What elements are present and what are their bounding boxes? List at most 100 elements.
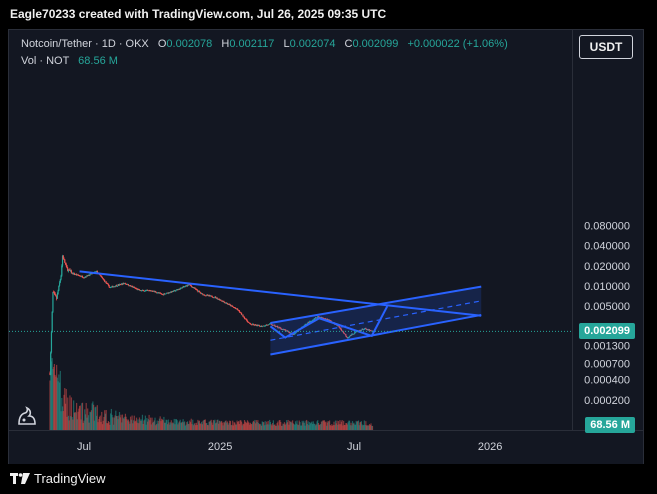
candle-body: [111, 286, 113, 288]
candle-body: [210, 295, 212, 297]
volume-bar: [329, 425, 331, 430]
volume-bar: [360, 421, 362, 430]
candle-body: [110, 287, 112, 288]
volume-bar: [198, 420, 200, 430]
volume-bar: [62, 411, 64, 430]
volume-bar: [297, 425, 300, 430]
candle-body: [181, 287, 183, 289]
tradingview-logo-icon: [10, 472, 30, 484]
candle-body: [220, 300, 223, 302]
volume-bar: [359, 422, 361, 430]
volume-bar: [187, 424, 189, 430]
volume-bar: [115, 416, 118, 430]
candle-body: [127, 284, 129, 286]
candle-body: [53, 292, 56, 294]
candle-body: [351, 334, 353, 336]
volume-label[interactable]: Vol · NOT: [21, 55, 70, 67]
volume-bar: [235, 424, 237, 430]
candle-body: [106, 283, 108, 284]
volume-bar: [135, 420, 137, 430]
volume-bar: [227, 424, 229, 430]
volume-bar: [353, 422, 355, 430]
candle-body: [178, 289, 181, 290]
volume-bar: [51, 358, 53, 430]
candle-body: [257, 325, 260, 327]
candle-body: [308, 322, 310, 324]
candle-body: [184, 285, 186, 287]
candle-body: [236, 308, 238, 310]
volume-bar: [252, 420, 254, 430]
volume-bar: [144, 419, 146, 430]
close-value: 0.002099: [352, 38, 399, 50]
volume-bar: [65, 389, 67, 430]
volume-bar: [181, 422, 183, 430]
volume-bar: [86, 417, 88, 430]
candle-body: [369, 330, 371, 331]
brand-logo[interactable]: TradingView: [10, 471, 106, 486]
volume-bar: [257, 422, 260, 430]
volume-bar: [189, 420, 191, 430]
volume-bar: [243, 419, 246, 430]
candle-body: [248, 322, 250, 324]
candle-body: [244, 318, 246, 320]
volume-bar: [235, 424, 237, 430]
volume-bar: [158, 420, 160, 430]
candle-body: [192, 287, 195, 289]
candle-body: [155, 292, 158, 294]
candle-body: [370, 330, 372, 332]
candle-body: [112, 286, 114, 288]
volume-bar: [197, 419, 199, 430]
price-chart[interactable]: 0.080000 0.040000 0.020000 0.010000 0.005000…: [9, 30, 643, 465]
volume-bar: [153, 420, 155, 430]
candle-body: [325, 318, 327, 320]
high-key: H: [221, 38, 230, 50]
candle-body: [130, 285, 132, 287]
candle-body: [126, 284, 128, 285]
volume-bar: [307, 421, 309, 430]
volume-bar: [172, 423, 175, 430]
candle-body: [109, 287, 111, 289]
currency-button[interactable]: USDT: [579, 35, 633, 59]
volume-bar: [328, 420, 331, 430]
candle-body: [170, 291, 172, 293]
candle-body: [209, 295, 212, 297]
chart-panel[interactable]: 0.080000 0.040000 0.020000 0.010000 0.005000…: [8, 29, 644, 466]
candle-body: [124, 283, 127, 285]
volume-bar: [297, 424, 299, 430]
volume-bar: [166, 420, 168, 430]
volume-bar: [184, 425, 186, 430]
volume-bar: [309, 422, 311, 430]
volume-bar: [161, 418, 163, 430]
candle-body: [160, 293, 162, 295]
volume-bar: [338, 424, 340, 430]
volume-bar: [132, 420, 135, 430]
volume-bar: [358, 425, 360, 430]
candle-body: [143, 290, 145, 292]
volume-bar: [209, 420, 212, 430]
candle-body: [63, 258, 65, 260]
candle-body: [149, 290, 152, 292]
volume-bar: [274, 424, 276, 430]
volume-bar: [151, 417, 153, 430]
volume-bar: [53, 364, 56, 430]
volume-bar: [184, 421, 186, 430]
volume-bar: [110, 413, 112, 430]
symbol-label[interactable]: Notcoin/Tether · 1D · OKX: [21, 38, 149, 50]
volume-bar: [115, 410, 117, 430]
volume-bar: [282, 423, 284, 430]
volume-bar: [212, 424, 214, 430]
volume-bar: [124, 413, 127, 430]
candle-body: [243, 316, 245, 318]
volume-bar: [245, 422, 247, 430]
volume-bar: [206, 424, 209, 430]
volume-bar: [71, 417, 73, 430]
candle-body: [232, 306, 235, 308]
volume-bar: [292, 420, 294, 430]
volume-bar: [165, 419, 167, 430]
volume-bar: [290, 421, 292, 430]
volume-bar: [266, 421, 268, 430]
candle-body: [61, 265, 63, 276]
volume-bar: [278, 420, 280, 430]
candle-body: [70, 270, 72, 272]
candle-body: [354, 331, 357, 333]
